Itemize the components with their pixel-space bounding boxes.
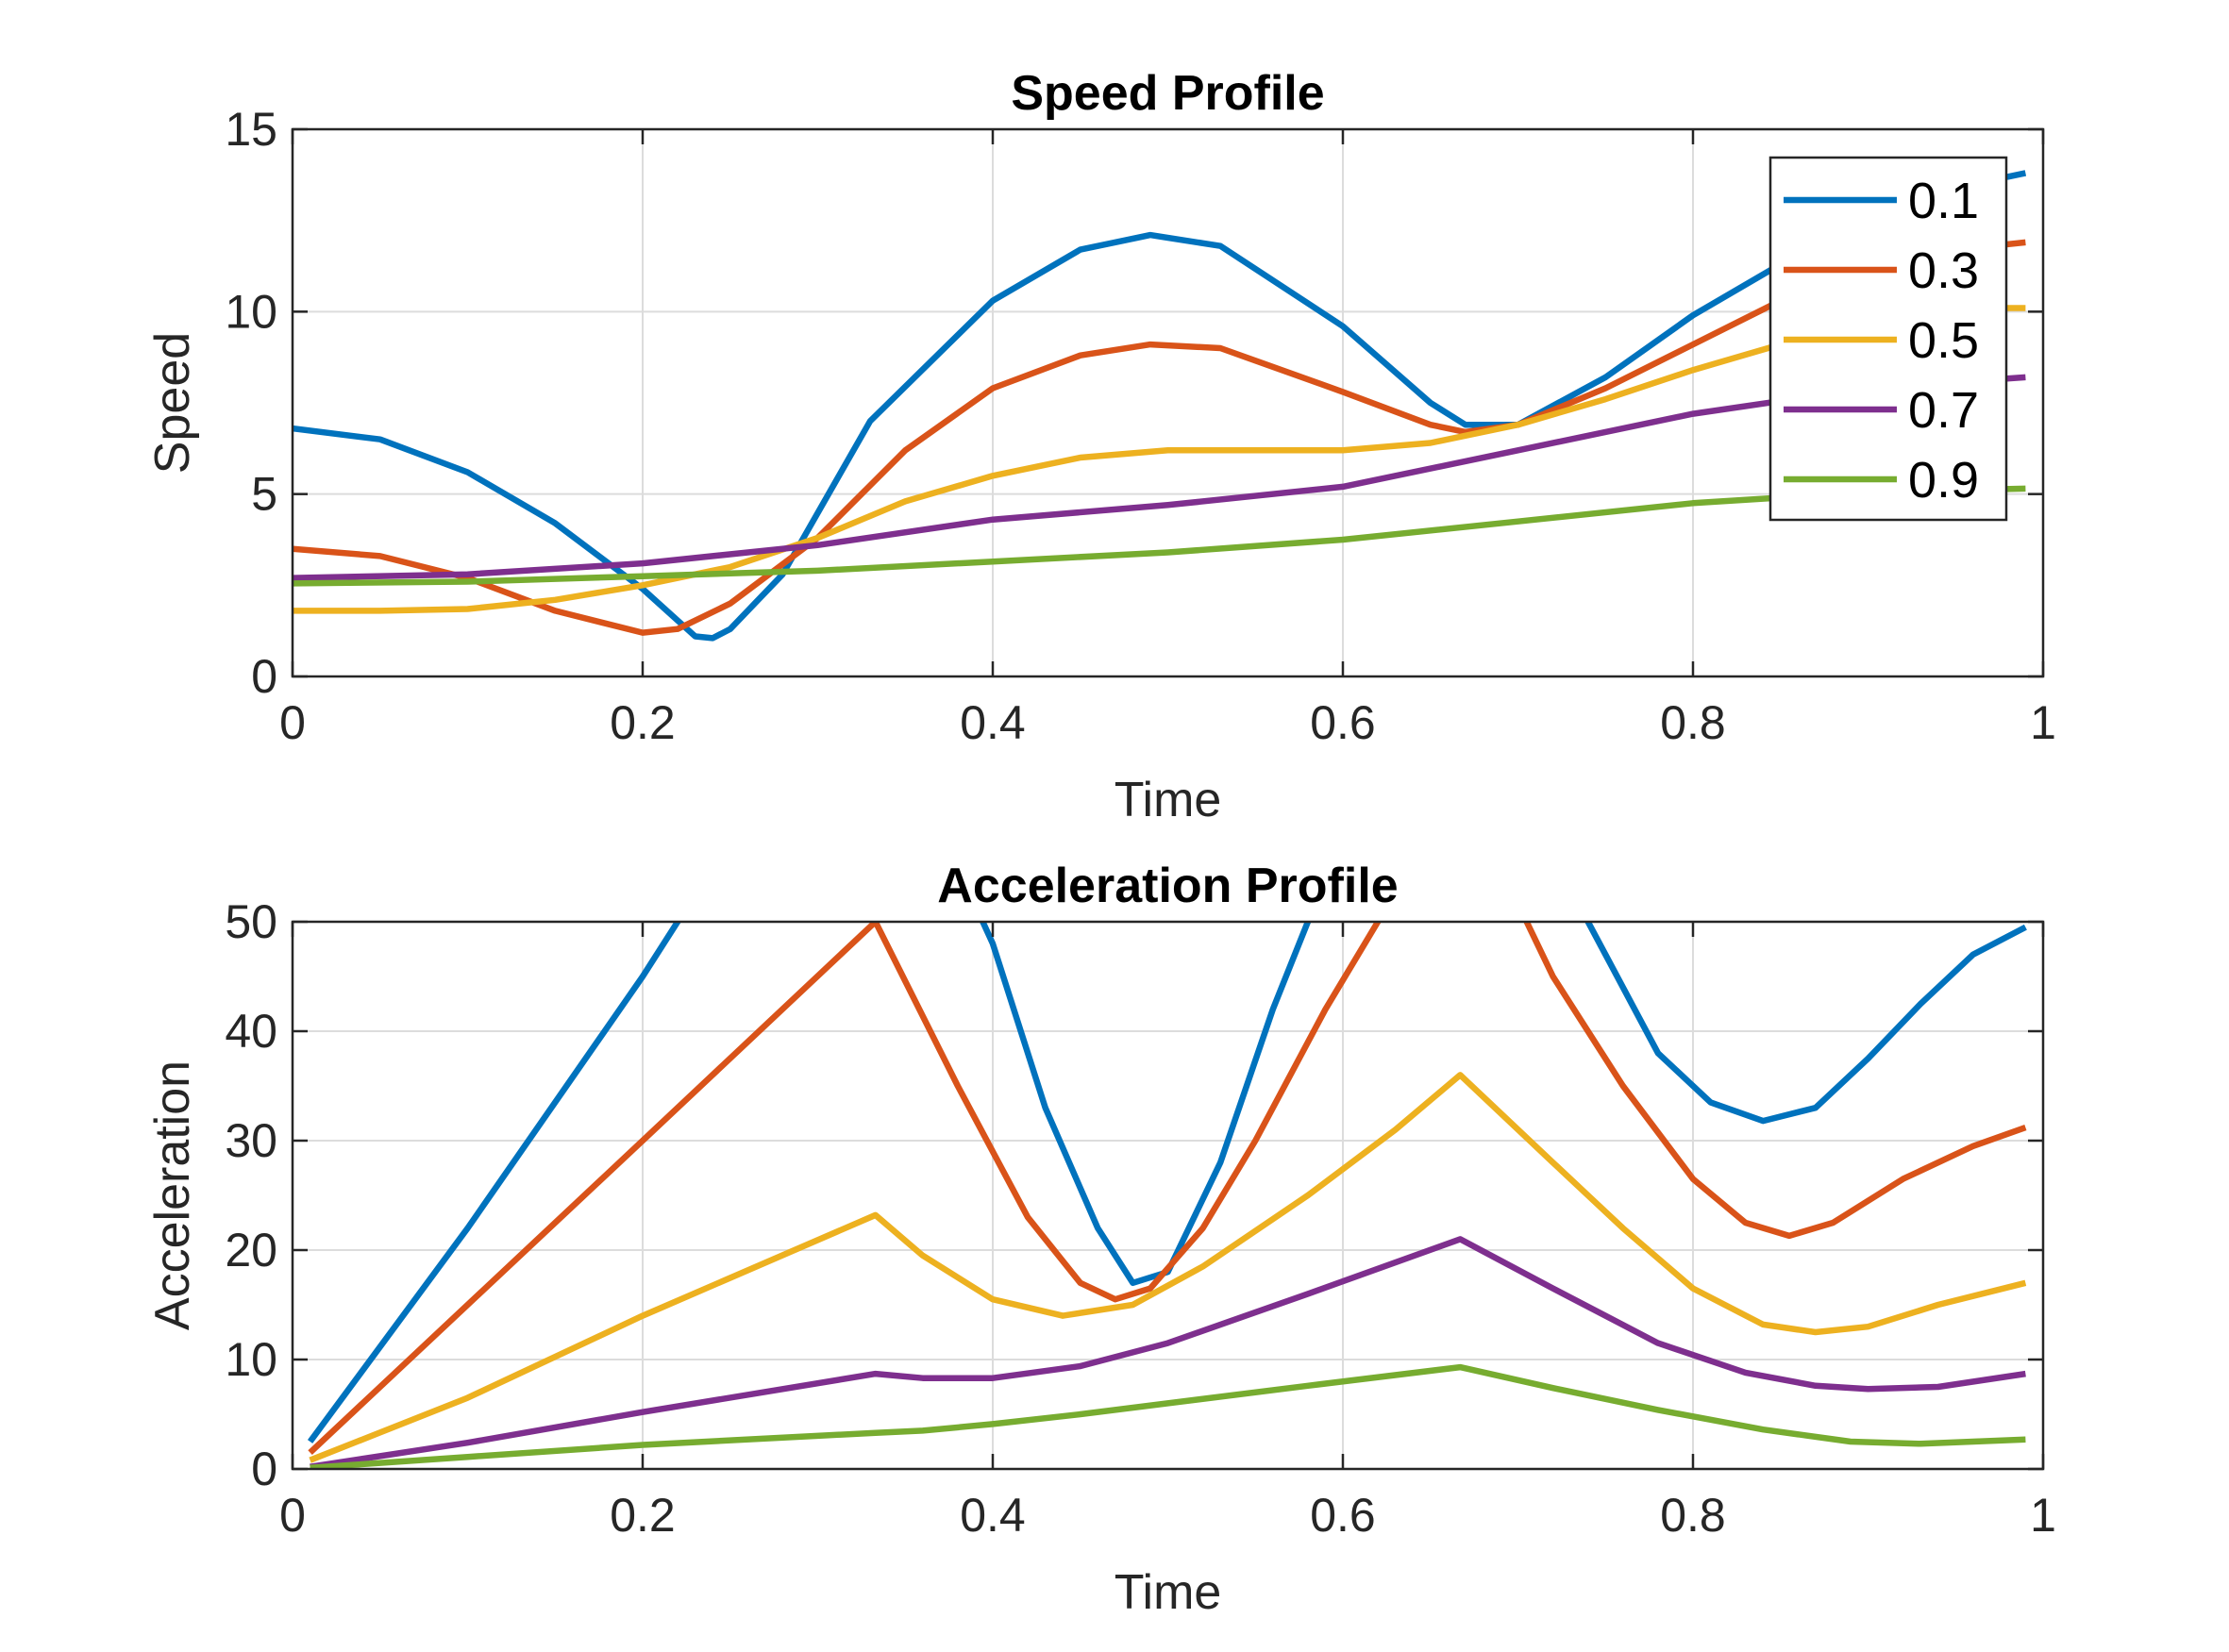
speed-legend: 0.1 0.3 0.5 0.7 0.9	[1768, 156, 2008, 522]
speed-legend-label: 0.5	[1908, 312, 1979, 369]
acceleration-y-tick-label: 30	[225, 1114, 277, 1167]
speed-x-tick-label: 0.2	[610, 696, 676, 749]
acceleration-chart-title: Acceleration Profile	[937, 859, 1398, 913]
acceleration-y-tick-label: 50	[225, 895, 277, 948]
acceleration-y-axis-label: Acceleration	[145, 1060, 200, 1330]
acceleration-series-line-0.3-seg0	[308, 922, 1382, 1455]
speed-y-tick-label: 10	[225, 285, 277, 338]
acceleration-x-tick-label: 1	[2030, 1489, 2056, 1542]
acceleration-series-line-0.1-seg2	[1584, 922, 2027, 1125]
speed-legend-label: 0.7	[1908, 382, 1979, 439]
acceleration-x-tick-label: 0.2	[610, 1489, 676, 1542]
speed-x-tick-label: 1	[2030, 696, 2056, 749]
acceleration-y-tick-label: 40	[225, 1005, 277, 1058]
speed-chart-title: Speed Profile	[1011, 66, 1324, 121]
acceleration-x-tick-label: 0	[279, 1489, 306, 1542]
acceleration-series-line-0.3-seg1	[1523, 922, 2027, 1240]
acceleration-x-tick-label: 0.8	[1660, 1489, 1726, 1542]
acceleration-x-tick-label: 0.6	[1310, 1489, 1376, 1542]
speed-x-tick-label: 0.8	[1660, 696, 1726, 749]
speed-y-axis-label: Speed	[145, 332, 200, 474]
speed-x-tick-label: 0.4	[960, 696, 1026, 749]
speed-x-axis-label: Time	[1114, 773, 1222, 827]
speed-series-line-0.7	[293, 374, 2026, 581]
speed-series-line-0.9	[293, 485, 2026, 587]
speed-legend-label: 0.1	[1908, 173, 1979, 229]
acceleration-x-axis-label: Time	[1114, 1565, 1222, 1620]
speed-legend-label: 0.9	[1908, 452, 1979, 509]
acceleration-axes-box	[291, 920, 2045, 1471]
acceleration-series	[307, 922, 2027, 1469]
speed-x-tick-label: 0	[279, 696, 306, 749]
acceleration-series-line-0.9	[310, 1363, 2026, 1469]
acceleration-series-line-0.7	[310, 1236, 2026, 1469]
speed-legend-label: 0.3	[1908, 242, 1979, 299]
acceleration-y-tick-label: 20	[225, 1224, 277, 1277]
acceleration-y-tick-label: 10	[225, 1333, 277, 1386]
speed-y-tick-label: 15	[225, 103, 277, 156]
acceleration-x-tick-label: 0.4	[960, 1489, 1026, 1542]
acceleration-y-tick-label: 0	[251, 1443, 277, 1495]
speed-series-line-0.3	[293, 239, 2026, 636]
speed-y-tick-label: 0	[251, 650, 277, 703]
speed-x-tick-label: 0.6	[1310, 696, 1376, 749]
acceleration-series-line-0.1-seg1	[979, 922, 1312, 1287]
speed-axes-box	[291, 127, 2045, 678]
speed-series-line-0.5	[293, 305, 2026, 614]
acceleration-series-line-0.5	[309, 1072, 2027, 1463]
acceleration-series-line-0.1-seg0	[307, 922, 681, 1443]
speed-y-tick-label: 5	[251, 468, 277, 521]
